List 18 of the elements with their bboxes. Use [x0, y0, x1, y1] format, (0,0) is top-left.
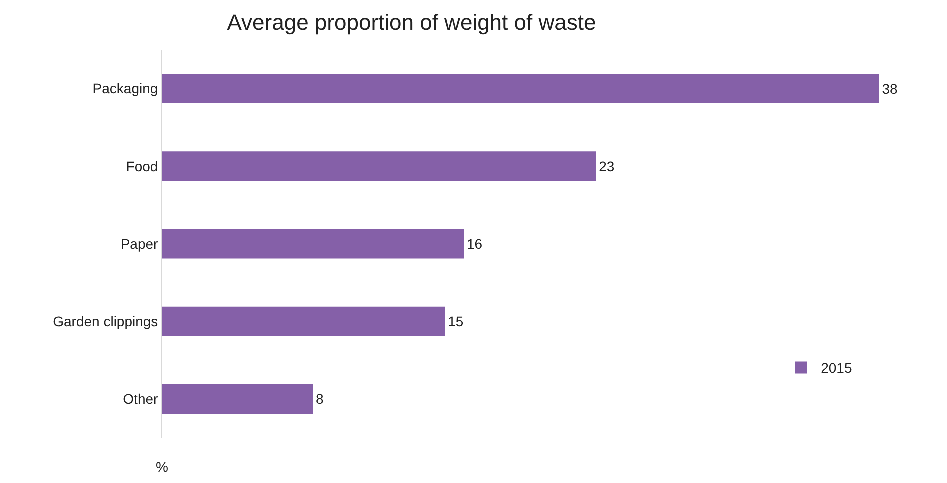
y-tick-label: Food [126, 158, 158, 174]
legend-label: 2015 [821, 360, 852, 376]
data-label: 38 [882, 80, 898, 97]
data-label: 23 [599, 158, 615, 174]
y-tick-label: Garden clippings [53, 314, 158, 330]
bar [162, 229, 464, 259]
y-tick-label: Other [123, 391, 159, 408]
data-label: 15 [448, 314, 464, 330]
chart-title: Average proportion of weight of waste [227, 10, 596, 35]
y-tick-label: Paper [120, 236, 159, 252]
bar [162, 384, 313, 414]
bar [162, 152, 596, 182]
y-tick-label: Packaging [92, 80, 158, 97]
x-axis-title: % [156, 459, 168, 475]
data-label: 16 [467, 236, 483, 252]
bar [162, 74, 880, 104]
data-label: 8 [316, 391, 324, 408]
bar [162, 306, 446, 336]
